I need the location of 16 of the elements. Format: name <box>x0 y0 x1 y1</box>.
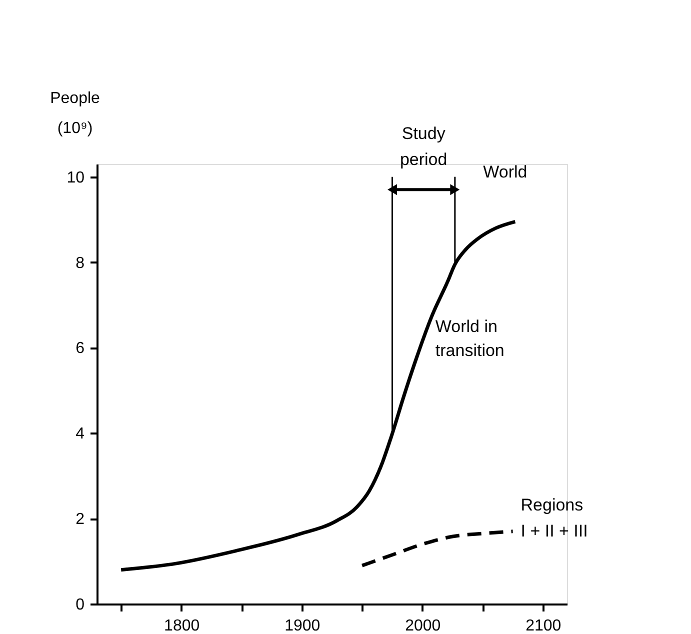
x-tick-label: 1900 <box>284 618 320 634</box>
line-series <box>360 530 515 568</box>
y-axis-title: People (10⁹) <box>50 90 100 137</box>
text: World <box>483 162 528 182</box>
y-tick-label: 4 <box>76 426 85 443</box>
x-tick-label: 2100 <box>526 618 562 634</box>
y-tick-label: 8 <box>76 254 85 272</box>
y-tick-label: 2 <box>76 511 85 528</box>
y-tick-label: 6 <box>76 340 85 358</box>
series-label: Regions I + II + III <box>520 495 588 540</box>
y-tick-label: 10 <box>66 169 85 186</box>
annotation: Study period <box>400 124 448 169</box>
x-tick-label: 1800 <box>164 618 200 634</box>
annotation: World in transition <box>435 316 504 360</box>
y-tick-label: 0 <box>76 596 85 614</box>
x-tick-label: 2000 <box>405 618 441 634</box>
